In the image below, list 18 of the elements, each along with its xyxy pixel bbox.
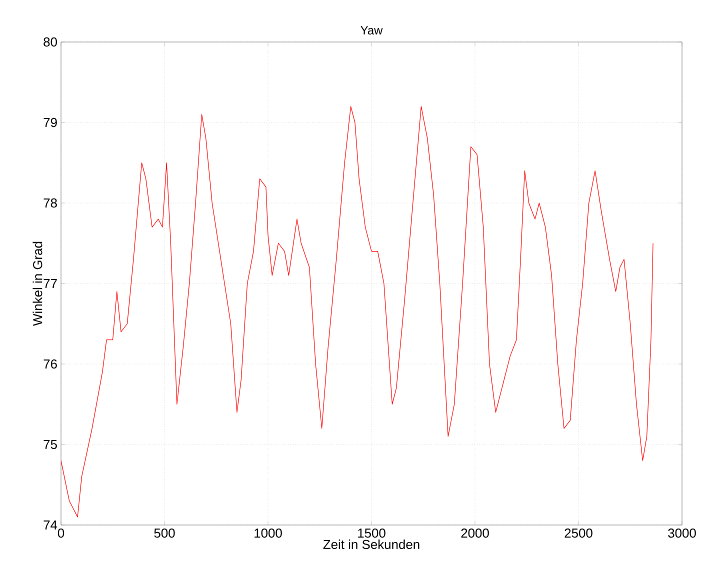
- y-tick-label: 75: [44, 440, 57, 450]
- x-tick-label: 2500: [564, 528, 592, 538]
- y-axis-title: Winkel in Grad: [32, 242, 42, 326]
- x-tick-label: 1000: [254, 528, 282, 538]
- y-tick-label: 79: [44, 118, 57, 128]
- x-tick-label: 1500: [358, 528, 386, 538]
- y-tick-label: 77: [44, 279, 57, 288]
- y-tick-label: 80: [44, 37, 57, 47]
- line-series: [61, 106, 654, 518]
- chart-title: Yaw: [360, 26, 383, 34]
- y-tick-label: 78: [44, 198, 57, 208]
- x-tick-label: 0: [58, 528, 64, 538]
- x-tick-label: 2000: [461, 528, 489, 538]
- x-axis-title: Zeit in Sekunden: [323, 540, 420, 550]
- x-tick-label: 500: [154, 528, 175, 538]
- x-tick-label: 3000: [668, 528, 696, 538]
- y-tick-label: 76: [44, 359, 57, 369]
- y-tick-label: 74: [44, 520, 58, 530]
